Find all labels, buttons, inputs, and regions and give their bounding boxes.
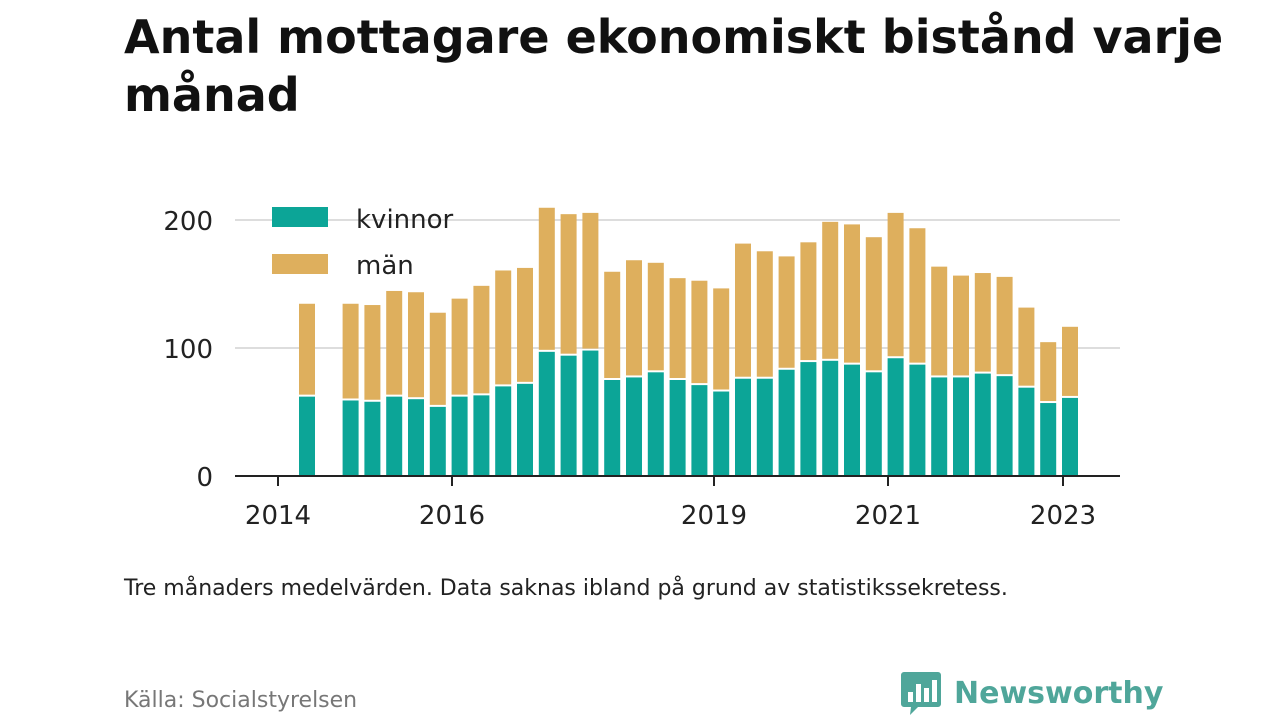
bar-kvinnor xyxy=(844,364,860,476)
bar-man xyxy=(386,290,403,395)
bar-man xyxy=(844,224,860,363)
bar-man xyxy=(865,237,882,371)
bar-kvinnor xyxy=(517,383,533,476)
bar-man xyxy=(342,303,359,399)
bar-man xyxy=(800,242,817,361)
legend-swatch-man xyxy=(272,254,328,274)
bar-kvinnor xyxy=(691,385,708,476)
legend-label-kvinnor: kvinnor xyxy=(356,205,454,235)
bar-kvinnor xyxy=(1062,397,1078,476)
brand-logo: Newsworthy xyxy=(900,670,1163,716)
bar-kvinnor xyxy=(887,358,904,476)
legend-label-man: män xyxy=(356,251,414,281)
bar-man xyxy=(429,312,446,405)
bar-man xyxy=(473,285,490,394)
bar-kvinnor xyxy=(451,396,468,476)
bar-man xyxy=(909,228,926,363)
y-tick-label: 100 xyxy=(163,335,213,365)
bar-man xyxy=(1018,307,1035,386)
bar-kvinnor xyxy=(647,372,664,476)
bar-man xyxy=(408,292,424,398)
bar-man xyxy=(299,303,315,395)
bar-kvinnor xyxy=(560,355,577,476)
legend-swatch-kvinnor xyxy=(272,207,328,227)
bar-kvinnor xyxy=(800,362,817,476)
bar-man xyxy=(691,280,708,384)
bar-man xyxy=(538,207,555,350)
brand-name: Newsworthy xyxy=(954,675,1164,711)
y-tick-label: 0 xyxy=(196,463,213,493)
bar-man xyxy=(626,260,642,376)
bar-man xyxy=(560,214,577,354)
bar-man xyxy=(1040,342,1057,402)
bar-man xyxy=(822,221,839,359)
bar-kvinnor xyxy=(342,400,359,476)
bar-kvinnor xyxy=(604,380,621,476)
source-label: Källa: Socialstyrelsen xyxy=(124,688,358,713)
bar-kvinnor xyxy=(822,360,839,476)
bar-kvinnor xyxy=(1040,403,1057,476)
chart: 0 100 200 2014 2016 2019 2021 2023 kvinnor män xyxy=(163,205,1120,531)
bar-kvinnor xyxy=(909,364,926,476)
bar-man xyxy=(451,298,468,395)
bar-kvinnor xyxy=(473,395,490,476)
bar-man xyxy=(1062,326,1078,396)
bar-kvinnor xyxy=(669,380,686,476)
bar-man xyxy=(974,273,991,372)
bar-man xyxy=(669,278,686,378)
bar-kvinnor xyxy=(626,377,642,476)
bars xyxy=(299,207,1078,476)
bar-kvinnor xyxy=(1018,387,1035,476)
bar-man xyxy=(931,266,948,376)
bar-man xyxy=(735,243,751,377)
bar-man xyxy=(953,275,969,376)
x-tick-label: 2021 xyxy=(855,501,921,531)
y-axis-labels: 0 100 200 xyxy=(163,207,213,493)
bar-man xyxy=(756,251,773,377)
bar-kvinnor xyxy=(386,396,403,476)
x-axis: 2014 2016 2019 2021 2023 xyxy=(235,475,1120,531)
bar-man xyxy=(364,305,381,400)
bar-man xyxy=(495,270,512,385)
y-tick-label: 200 xyxy=(163,207,213,237)
bar-kvinnor xyxy=(974,373,991,476)
bar-kvinnor xyxy=(429,406,446,476)
bar-kvinnor xyxy=(996,376,1013,476)
x-tick-label: 2014 xyxy=(245,501,311,531)
bar-man xyxy=(582,212,599,349)
bar-kvinnor xyxy=(299,396,315,476)
bar-man xyxy=(517,267,533,382)
chart-title: Antal mottagare ekonomiskt bistånd varje… xyxy=(124,10,1224,122)
bar-kvinnor xyxy=(582,350,599,476)
bar-man xyxy=(887,212,904,357)
legend: kvinnor män xyxy=(272,205,454,281)
bar-kvinnor xyxy=(364,401,381,476)
x-tick-label: 2019 xyxy=(681,501,747,531)
bar-kvinnor xyxy=(713,391,730,476)
bar-kvinnor xyxy=(735,378,751,476)
bar-kvinnor xyxy=(953,377,969,476)
chart-note: Tre månaders medelvärden. Data saknas ib… xyxy=(124,576,1008,601)
bar-kvinnor xyxy=(756,378,773,476)
bar-man xyxy=(647,262,664,371)
bar-kvinnor xyxy=(778,369,795,476)
bar-kvinnor xyxy=(408,399,424,476)
bar-kvinnor xyxy=(931,377,948,476)
bar-man xyxy=(996,276,1013,375)
x-tick-label: 2023 xyxy=(1030,501,1096,531)
bar-chart-logo-icon xyxy=(901,672,941,715)
bar-kvinnor xyxy=(865,372,882,476)
bar-kvinnor xyxy=(495,386,512,476)
bar-man xyxy=(713,288,730,390)
x-tick-label: 2016 xyxy=(419,501,485,531)
bar-man xyxy=(604,271,621,378)
bar-kvinnor xyxy=(538,351,555,476)
bar-man xyxy=(778,256,795,368)
